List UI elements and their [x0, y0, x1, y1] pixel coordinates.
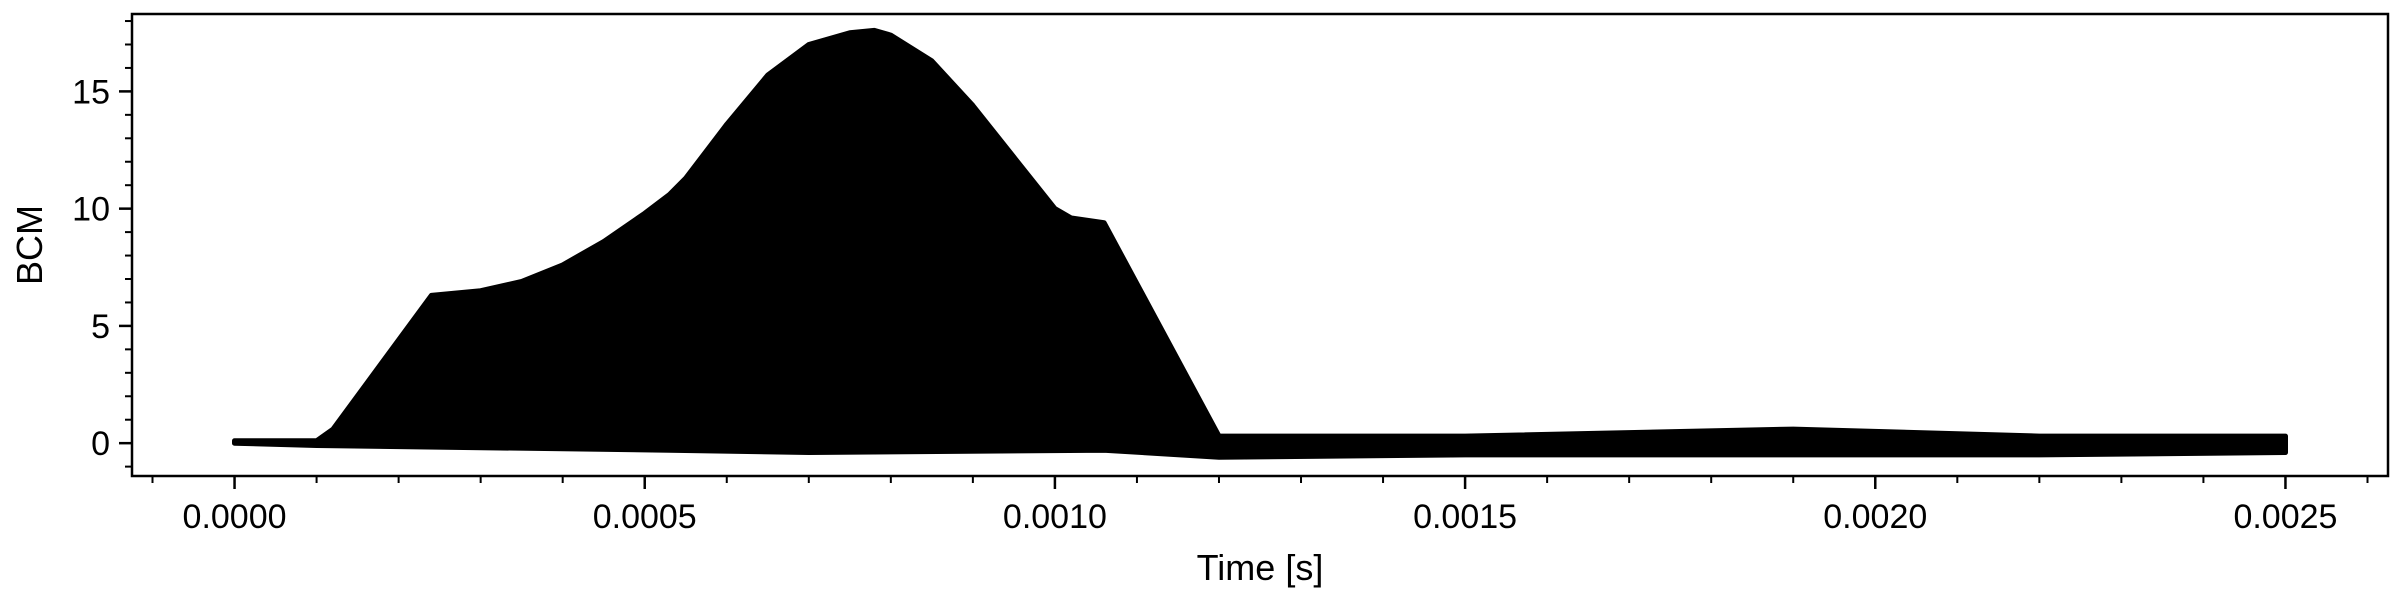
- chart-marks: [232, 27, 2288, 460]
- x-tick-label: 0.0025: [2233, 498, 2337, 536]
- plot-frame: [130, 12, 2390, 478]
- x-tick-label: 0.0020: [1823, 498, 1927, 536]
- x-tick-label: 0.0005: [593, 498, 697, 536]
- y-tick-label: 15: [72, 73, 110, 111]
- y-tick-label: 5: [91, 308, 110, 346]
- x-axis-label: Time [s]: [1197, 547, 1324, 588]
- y-axis: 0 5 10 15: [72, 20, 132, 468]
- y-tick-label: 10: [72, 191, 110, 229]
- x-tick-label: 0.0015: [1413, 498, 1517, 536]
- y-tick-label: 0: [91, 425, 110, 463]
- signal-area: [232, 27, 2288, 460]
- x-tick-label: 0.0010: [1003, 498, 1107, 536]
- y-axis-label: BCM: [9, 205, 50, 285]
- x-tick-label: 0.0000: [183, 498, 287, 536]
- x-axis: 0.0000 0.0005 0.0010 0.0015 0.0020 0.0025: [151, 476, 2369, 536]
